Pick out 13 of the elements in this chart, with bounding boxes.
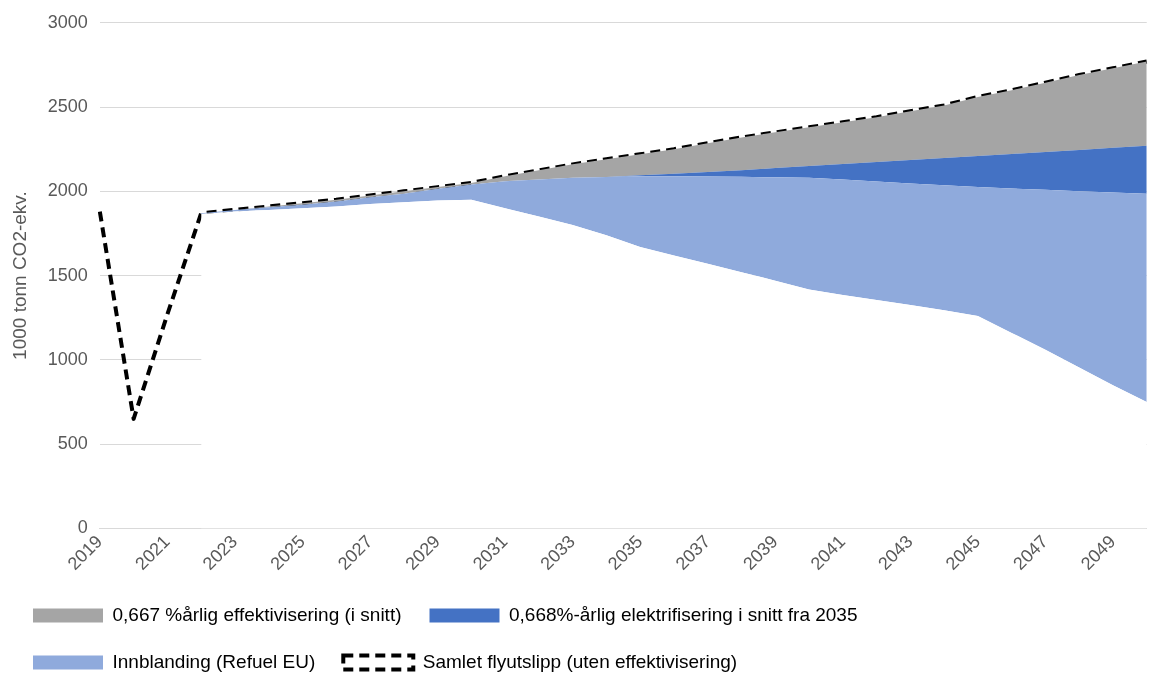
- y-tick-label: 1500: [47, 264, 88, 285]
- line-series: [97, 59, 1149, 421]
- legend-label: Innblanding (Refuel EU): [112, 650, 316, 672]
- legend-label: 0,667 %årlig effektivisering (i snitt): [112, 603, 402, 625]
- y-tick-label: 2000: [47, 180, 88, 201]
- y-tick-label: 500: [57, 433, 88, 454]
- y-tick-label: 2500: [47, 96, 88, 117]
- y-tick-label: 1000: [47, 348, 88, 369]
- y-axis-title: 1000 tonn CO2-ekv.: [8, 191, 30, 360]
- legend-label: Samlet flyutslipp (uten effektivisering): [422, 650, 738, 672]
- legend-label: 0,668%-årlig elektrifisering i snitt fra 2035: [509, 603, 858, 625]
- y-tick-label: 0: [77, 517, 88, 538]
- y-tick-label: 3000: [47, 11, 88, 32]
